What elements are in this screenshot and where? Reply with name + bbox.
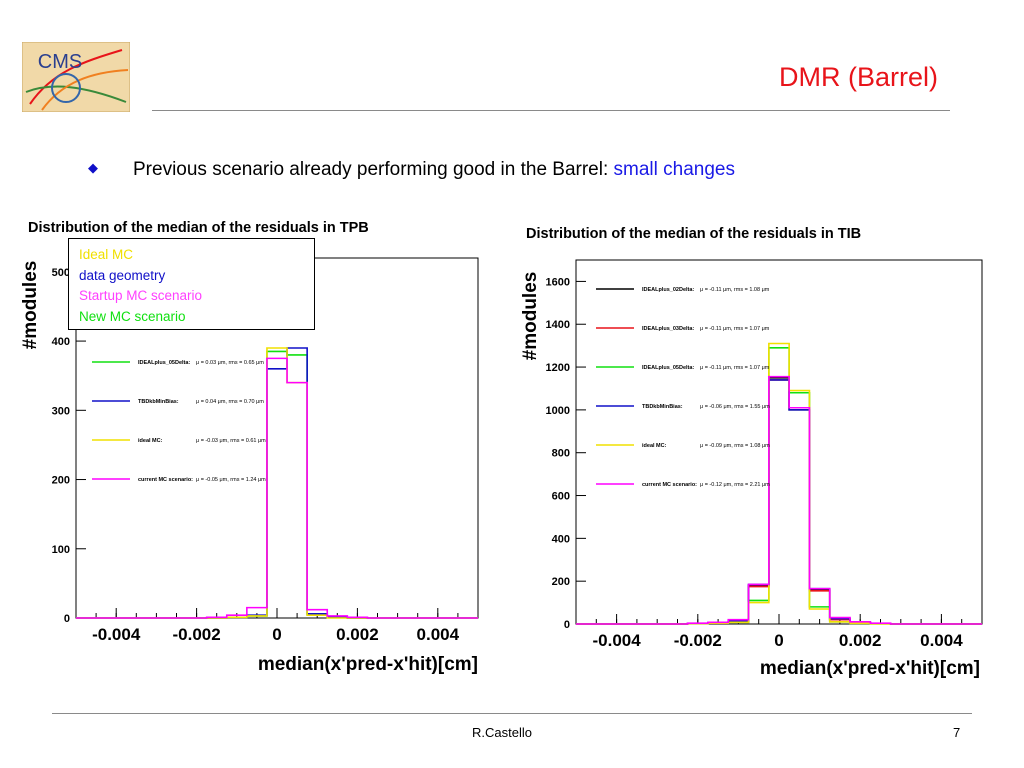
legend-series-name: TBDkbMinBias: <box>642 404 683 410</box>
bullet-text: Previous scenario already performing goo… <box>133 159 735 181</box>
histogram-series <box>576 375 982 625</box>
histogram-series <box>576 376 982 625</box>
legend-series-stats: μ = -0.09 μm, rms = 1.08 μm <box>700 443 770 449</box>
footer-author: R.Castello <box>472 725 532 740</box>
x-tick-label: -0.004 <box>92 625 141 644</box>
y-tick-label: 400 <box>52 336 70 348</box>
legend-series-stats: μ = 0.03 μm, rms = 0.65 μm <box>196 360 264 366</box>
tib-histogram-chart: Distribution of the median of the residu… <box>520 226 983 679</box>
legend-series-stats: μ = 0.04 μm, rms = 0.70 μm <box>196 399 264 405</box>
legend-series-stats: μ = -0.05 μm, rms = 1.24 μm <box>196 477 266 483</box>
x-tick-label: -0.002 <box>674 631 722 650</box>
chart-title: Distribution of the median of the residu… <box>526 226 861 242</box>
bullet-main-text: Previous scenario already performing goo… <box>133 159 614 180</box>
legend-series-name: IDEALplus_05Delta: <box>138 360 190 366</box>
legend-series-name: IDEALplus_03Delta: <box>642 326 694 332</box>
diamond-bullet-icon: ◆ <box>88 160 98 175</box>
legend-series-stats: μ = -0.03 μm, rms = 0.61 μm <box>196 438 266 444</box>
x-axis-label: median(x'pred-x'hit)[cm] <box>760 658 980 679</box>
y-tick-label: 100 <box>52 544 70 556</box>
legend-series-stats: μ = -0.12 μm, rms = 2.21 μm <box>700 482 770 488</box>
title-divider <box>152 110 950 111</box>
x-tick-label: 0 <box>774 631 783 650</box>
x-tick-label: 0 <box>272 625 281 644</box>
legend-series-name: TBDkbMinBias: <box>138 399 179 405</box>
logo-text: CMS <box>38 51 82 73</box>
y-tick-label: 200 <box>552 576 570 588</box>
histogram-series <box>576 379 982 625</box>
legend-entry: data geometry <box>79 267 166 283</box>
y-tick-label: 500 <box>52 267 70 279</box>
bullet-highlight-text: small changes <box>613 159 735 180</box>
x-tick-label: 0.004 <box>920 631 963 650</box>
legend-series-name: current MC scenario: <box>138 477 193 483</box>
legend-series-stats: μ = -0.11 μm, rms = 1.07 μm <box>700 365 770 371</box>
legend-series-name: current MC scenario: <box>642 482 697 488</box>
histogram-series <box>76 347 478 619</box>
x-tick-label: 0.004 <box>417 625 460 644</box>
slide-title: DMR (Barrel) <box>779 62 938 92</box>
legend-entry: New MC scenario <box>79 308 186 324</box>
x-tick-label: 0.002 <box>839 631 882 650</box>
cms-logo: CMS <box>21 41 131 113</box>
x-axis-label: median(x'pred-x'hit)[cm] <box>258 654 478 675</box>
histogram-series <box>576 342 982 625</box>
plot-frame <box>575 259 983 625</box>
scenario-legend-box: Ideal MC data geometry Startup MC scenario… <box>68 238 315 330</box>
histogram-series <box>576 346 982 625</box>
legend-series-name: ideal MC: <box>642 443 667 449</box>
histogram-series <box>76 350 478 619</box>
y-tick-label: 0 <box>64 613 70 625</box>
y-axis-label: #modules <box>20 261 41 350</box>
legend-series-name: IDEALplus_05Delta: <box>642 365 694 371</box>
y-tick-label: 200 <box>52 475 70 487</box>
y-tick-label: 400 <box>552 533 570 545</box>
y-tick-label: 1000 <box>546 405 570 417</box>
page-number: 7 <box>953 725 961 740</box>
legend-entry: Ideal MC <box>79 247 134 262</box>
y-tick-label: 1400 <box>546 319 570 331</box>
y-axis-label: #modules <box>520 272 541 361</box>
legend-series-stats: μ = -0.06 μm, rms = 1.55 μm <box>700 404 770 410</box>
histogram-series <box>76 347 478 619</box>
histogram-series <box>76 357 478 619</box>
y-tick-label: 800 <box>552 448 570 460</box>
x-tick-label: -0.002 <box>172 625 220 644</box>
legend-entry: Startup MC scenario <box>79 288 203 303</box>
legend-series-stats: μ = -0.11 μm, rms = 1.07 μm <box>700 326 770 332</box>
y-tick-label: 600 <box>552 491 570 503</box>
y-tick-label: 300 <box>52 405 70 417</box>
legend-series-name: IDEALplus_02Delta: <box>642 287 694 293</box>
tpb-histogram-chart: Distribution of the median of the residu… <box>20 220 479 675</box>
legend-series-stats: μ = -0.11 μm, rms = 1.08 μm <box>700 287 770 293</box>
y-tick-label: 0 <box>564 619 570 631</box>
footer-divider <box>52 713 972 714</box>
histogram-series <box>576 379 982 625</box>
legend-series-name: ideal MC: <box>138 438 163 444</box>
y-tick-label: 1600 <box>546 276 570 288</box>
y-tick-label: 1200 <box>546 362 570 374</box>
x-tick-label: 0.002 <box>336 625 379 644</box>
chart-title: Distribution of the median of the residu… <box>28 220 369 236</box>
x-tick-label: -0.004 <box>592 631 641 650</box>
